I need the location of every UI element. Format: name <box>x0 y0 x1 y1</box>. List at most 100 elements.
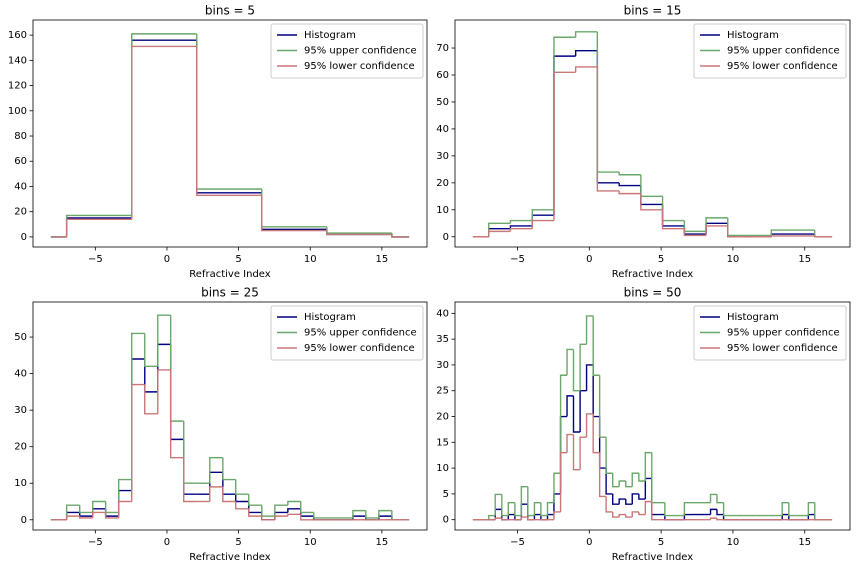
step-segment <box>507 501 515 516</box>
step-segment <box>618 190 641 195</box>
step-segment <box>566 348 574 376</box>
step-segment <box>598 416 607 469</box>
legend-label: Histogram <box>727 312 779 323</box>
step-segment <box>640 193 663 211</box>
y-tick-label: 30 <box>14 405 27 416</box>
x-tick-label: 5 <box>658 537 664 548</box>
subplot: bins = 5 Refractive Index −5 0 5 10 15 0 20 40 60 8… <box>8 4 428 280</box>
step-segment <box>79 505 93 514</box>
step-segment <box>261 192 327 231</box>
y-tick-label: 100 <box>8 106 27 117</box>
y-tick-label: 35 <box>436 334 449 345</box>
step-segment <box>514 502 522 517</box>
x-tick-label: 5 <box>658 254 664 265</box>
step-segment <box>157 314 171 367</box>
step-segment <box>183 439 197 495</box>
step-segment <box>705 222 728 235</box>
step-segment <box>117 500 132 518</box>
step-segment <box>716 494 724 504</box>
step-segment <box>157 369 171 414</box>
x-tick-label: −5 <box>88 254 103 265</box>
step-segment <box>814 514 833 521</box>
x-tick-label: 10 <box>727 254 740 265</box>
step-segment <box>326 230 392 236</box>
step-segment <box>813 235 833 238</box>
step-segment <box>488 230 511 237</box>
step-segment <box>209 471 223 495</box>
step-segment <box>65 504 80 520</box>
axes-frame <box>32 301 428 531</box>
step-segment <box>814 502 833 521</box>
step-segment <box>592 315 600 376</box>
y-tick-label: 20 <box>14 442 27 453</box>
y-tick-label: 0 <box>21 515 27 526</box>
step-segment <box>378 509 392 518</box>
step-segment <box>625 480 633 488</box>
step-segment <box>722 502 731 517</box>
step-segment <box>533 513 541 520</box>
step-segment <box>488 222 511 237</box>
step-segment <box>222 457 236 481</box>
step-segment <box>559 415 568 494</box>
step-segment <box>612 493 620 505</box>
step-segment <box>531 219 554 229</box>
step-series <box>472 50 833 238</box>
y-tick-label: 10 <box>14 478 27 489</box>
step-segment <box>274 504 288 517</box>
y-tick-label: 15 <box>436 437 449 448</box>
step-segment <box>169 369 184 459</box>
step-segment <box>716 509 724 516</box>
x-tick-label: 0 <box>586 537 592 548</box>
step-segment <box>566 395 574 417</box>
step-segment <box>287 513 301 517</box>
step-segment <box>501 518 509 521</box>
step-segment <box>644 451 652 481</box>
y-tick-label: 40 <box>436 308 449 319</box>
step-segment <box>770 235 793 237</box>
legend: Histogram 95% upper confidence 95% lower c… <box>270 23 424 79</box>
step-segment <box>618 182 641 187</box>
step-segment <box>644 500 652 515</box>
step-segment <box>65 515 80 520</box>
step-segment <box>65 218 132 237</box>
axes-frame <box>454 19 851 248</box>
x-tick-label: 15 <box>376 254 389 265</box>
step-segment <box>770 229 793 236</box>
legend-label: Histogram <box>304 30 356 41</box>
step-segment <box>631 511 639 518</box>
legend: Histogram 95% upper confidence 95% lower c… <box>693 23 847 79</box>
step-segment <box>683 501 691 516</box>
x-tick-label: 10 <box>727 537 740 548</box>
y-tick-label: 140 <box>8 55 27 66</box>
step-segment <box>651 501 659 521</box>
step-segment <box>553 71 576 221</box>
step-segment <box>104 512 119 519</box>
legend-label: 95% lower confidence <box>727 61 838 72</box>
step-segment <box>527 517 535 521</box>
step-segment <box>507 513 515 520</box>
legend-box <box>270 23 424 79</box>
step-segment <box>781 501 789 516</box>
step-segment <box>222 486 236 503</box>
legend: Histogram 95% upper confidence 95% lower c… <box>693 305 847 361</box>
y-tick-label: 120 <box>8 81 27 92</box>
x-tick-label: 15 <box>798 254 811 265</box>
step-segment <box>638 473 646 482</box>
legend-label: 95% lower confidence <box>727 343 838 354</box>
step-segment <box>261 195 327 232</box>
step-segment <box>509 219 533 224</box>
step-segment <box>644 477 652 500</box>
step-segment <box>559 451 568 512</box>
step-segment <box>527 486 535 517</box>
step-segment <box>807 513 815 520</box>
y-tick-label: 30 <box>436 151 449 162</box>
legend-label: Histogram <box>727 30 779 41</box>
step-segment <box>553 36 576 210</box>
step-segment <box>300 501 314 514</box>
step-segment <box>596 66 620 192</box>
step-segment <box>631 472 639 487</box>
step-segment <box>661 204 685 227</box>
y-tick-label: 20 <box>436 178 449 189</box>
step-segment <box>559 374 568 474</box>
step-segment <box>92 500 106 513</box>
